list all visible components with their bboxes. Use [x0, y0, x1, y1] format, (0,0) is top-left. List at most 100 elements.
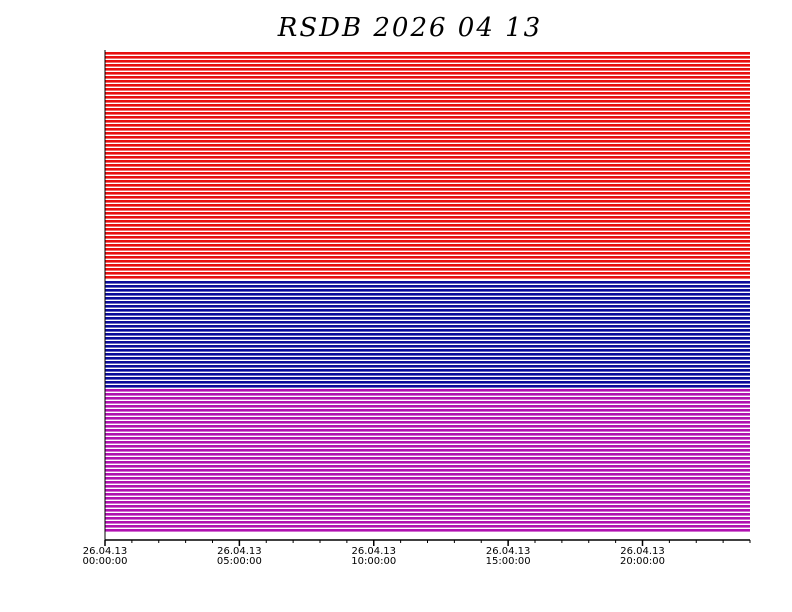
- stripe: [105, 220, 750, 223]
- stripe: [105, 409, 750, 412]
- stripe: [105, 252, 750, 255]
- stripe: [105, 84, 750, 87]
- stripe: [105, 513, 750, 516]
- stripe: [105, 437, 750, 440]
- stripe: [105, 401, 750, 404]
- stripe: [105, 176, 750, 179]
- stripe: [105, 525, 750, 528]
- stripe: [105, 501, 750, 504]
- stripe: [105, 68, 750, 71]
- stripe: [105, 212, 750, 215]
- stripe: [105, 449, 750, 452]
- x-tick-label: 26.04.13: [83, 546, 128, 557]
- stripe: [105, 60, 750, 63]
- stripe: [105, 457, 750, 460]
- stripe: [105, 136, 750, 139]
- stripe: [105, 168, 750, 171]
- stripe: [105, 413, 750, 416]
- stripe: [105, 341, 750, 344]
- x-tick-label: 15:00:00: [486, 556, 531, 567]
- stripe: [105, 92, 750, 95]
- stripe: [105, 329, 750, 332]
- stripe: [105, 485, 750, 488]
- stripe: [105, 289, 750, 292]
- stripe: [105, 417, 750, 420]
- stripe: [105, 493, 750, 496]
- stripe: [105, 497, 750, 500]
- x-tick-label: 20:00:00: [620, 556, 665, 567]
- stripe: [105, 405, 750, 408]
- stripe: [105, 124, 750, 127]
- stripe: [105, 192, 750, 195]
- stripe: [105, 521, 750, 524]
- stripe: [105, 244, 750, 247]
- stripe: [105, 429, 750, 432]
- stripe: [105, 260, 750, 263]
- stripe: [105, 128, 750, 131]
- stripe: [105, 337, 750, 340]
- stripe: [105, 481, 750, 484]
- stripe: [105, 517, 750, 520]
- stripe: [105, 345, 750, 348]
- stripe: [105, 64, 750, 67]
- stripe: [105, 224, 750, 227]
- stripe: [105, 453, 750, 456]
- stripe: [105, 172, 750, 175]
- x-tick-label: 10:00:00: [351, 556, 396, 567]
- stripe: [105, 152, 750, 155]
- stripe: [105, 76, 750, 79]
- stripe: [105, 505, 750, 508]
- stripe: [105, 228, 750, 231]
- stripe: [105, 489, 750, 492]
- stripe: [105, 477, 750, 480]
- stripe: [105, 321, 750, 324]
- stripe: [105, 112, 750, 115]
- stripe: [105, 441, 750, 444]
- stripe: [105, 156, 750, 159]
- stripe: [105, 473, 750, 476]
- stripe: [105, 333, 750, 336]
- stripe: [105, 285, 750, 288]
- stripe: [105, 132, 750, 135]
- stripe: [105, 240, 750, 243]
- stripe: [105, 461, 750, 464]
- stripe: [105, 276, 750, 279]
- stripe: [105, 232, 750, 235]
- stripe: [105, 425, 750, 428]
- stripe: [105, 272, 750, 275]
- stripe: [105, 309, 750, 312]
- stripe: [105, 180, 750, 183]
- x-tick-label: 26.04.13: [351, 546, 396, 557]
- stripe: [105, 268, 750, 271]
- stripe: [105, 208, 750, 211]
- chart-title: RSDB 2026 04 13: [277, 13, 542, 43]
- stripe: [105, 421, 750, 424]
- stripe: [105, 393, 750, 396]
- stripe: [105, 445, 750, 448]
- stripe: [105, 196, 750, 199]
- x-tick-label: 05:00:00: [217, 556, 262, 567]
- stripe: [105, 256, 750, 259]
- stripe: [105, 529, 750, 532]
- stripe: [105, 313, 750, 316]
- stripe: [105, 144, 750, 147]
- stripe: [105, 349, 750, 352]
- stripe: [105, 281, 750, 284]
- stripe: [105, 120, 750, 123]
- stripe: [105, 389, 750, 392]
- stripe: [105, 381, 750, 384]
- stripe: [105, 184, 750, 187]
- x-tick-label: 26.04.13: [486, 546, 531, 557]
- stripe: [105, 433, 750, 436]
- stripe: [105, 80, 750, 83]
- stripe: [105, 397, 750, 400]
- stripe: [105, 301, 750, 304]
- stripe: [105, 297, 750, 300]
- stripe: [105, 377, 750, 380]
- stripe: [105, 357, 750, 360]
- stripe: [105, 52, 750, 55]
- stripe: [105, 365, 750, 368]
- stripe: [105, 353, 750, 356]
- stripe: [105, 317, 750, 320]
